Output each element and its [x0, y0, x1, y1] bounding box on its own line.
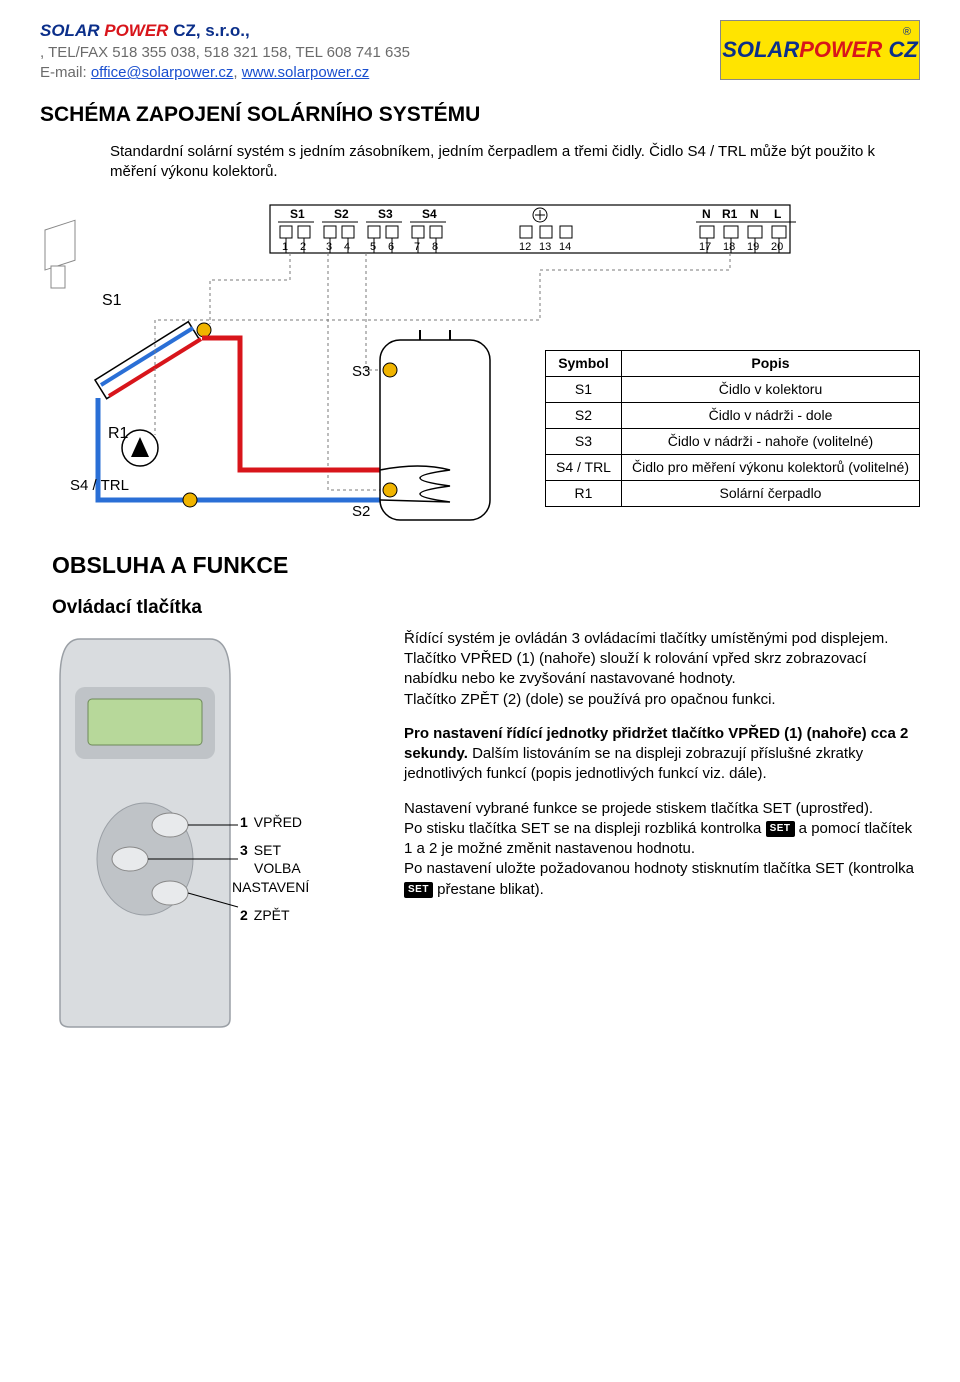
btn1-num: 1 [240, 813, 248, 831]
svg-text:3: 3 [326, 241, 332, 253]
logo-cz: CZ [882, 37, 917, 62]
table-cell: S2 [545, 403, 621, 429]
table-cell: Čidlo pro měření výkonu kolektorů (volit… [621, 454, 919, 480]
web-sep: , [233, 64, 241, 81]
obsluha-title: OBSLUHA A FUNKCE [52, 550, 920, 581]
set-glyph-1: SET [766, 821, 795, 837]
company-comma: , [245, 21, 250, 40]
desc-p7b: přestane blikat). [433, 881, 544, 898]
button-labels: 1 VPŘED 3 SET VOLBA NASTAVENÍ 2 ZPĚT [240, 813, 309, 934]
company-power: POWER [104, 21, 168, 40]
btn3-num: 3 [240, 841, 248, 859]
svg-text:S2: S2 [334, 207, 349, 221]
controls-row: 1 VPŘED 3 SET VOLBA NASTAVENÍ 2 ZPĚT Říd… [40, 629, 920, 1029]
btn2-num: 2 [240, 906, 248, 924]
table-cell: S4 / TRL [545, 454, 621, 480]
contact-tel: , TEL/FAX 518 355 038, 518 321 158, TEL … [40, 43, 410, 63]
device-column: 1 VPŘED 3 SET VOLBA NASTAVENÍ 2 ZPĚT [40, 629, 380, 1029]
btn3-l2: VOLBA [254, 859, 309, 877]
svg-text:20: 20 [771, 241, 783, 253]
desc-p5: Nastavení vybrané funkce se projede stis… [404, 800, 873, 817]
table-cell: Čidlo v nádrži - nahoře (volitelné) [621, 428, 919, 454]
company-name: SOLAR POWER CZ, s.r.o., [40, 20, 410, 43]
company-solar: SOLAR [40, 21, 100, 40]
svg-text:S3: S3 [378, 207, 393, 221]
svg-text:5: 5 [370, 241, 376, 253]
svg-text:S4: S4 [422, 207, 437, 221]
th-popis: Popis [621, 351, 919, 377]
btn3-l1: SET [254, 841, 281, 859]
svg-text:N: N [750, 207, 759, 221]
page-header: SOLAR POWER CZ, s.r.o., , TEL/FAX 518 35… [40, 20, 920, 83]
company-block: SOLAR POWER CZ, s.r.o., , TEL/FAX 518 35… [40, 20, 410, 83]
email-label: E-mail: [40, 64, 91, 81]
svg-text:6: 6 [388, 241, 394, 253]
svg-text:1: 1 [282, 241, 288, 253]
email-link[interactable]: office@solarpower.cz [91, 64, 234, 81]
svg-text:R1: R1 [108, 425, 129, 442]
table-cell: Čidlo v nádrži - dole [621, 403, 919, 429]
desc-p4b: Dalším listováním se na displeji zobrazu… [404, 745, 863, 782]
logo-text: SOLARPOWER CZ [722, 35, 918, 65]
table-cell: Čidlo v kolektoru [621, 377, 919, 403]
desc-p7a: Po nastavení uložte požadovanou hodnoty … [404, 860, 914, 877]
svg-text:13: 13 [539, 241, 551, 253]
svg-text:8: 8 [432, 241, 438, 253]
ovladaci-title: Ovládací tlačítka [52, 595, 920, 621]
description-column: Řídící systém je ovládán 3 ovládacími tl… [404, 629, 920, 914]
table-cell: S3 [545, 428, 621, 454]
logo-solar: SOLAR [722, 37, 799, 62]
wiring-diagram: S1 12 S2 34 S3 56 S4 78 12 13 14 N 17 R1 18 N 19 L 20 S1 [40, 200, 920, 530]
company-rest: CZ, s.r.o. [168, 21, 245, 40]
desc-p1: Řídící systém je ovládán 3 ovládacími tl… [404, 630, 888, 647]
s1-label: S1 [102, 292, 122, 309]
svg-text:2: 2 [300, 241, 306, 253]
logo-reg: ® [903, 25, 911, 40]
logo-badge: ® SOLARPOWER CZ [720, 20, 920, 80]
svg-text:R1: R1 [722, 207, 738, 221]
table-cell: Solární čerpadlo [621, 480, 919, 506]
svg-text:S4 / TRL: S4 / TRL [70, 477, 129, 494]
desc-p6a: Po stisku tlačítka SET se na displeji ro… [404, 820, 766, 837]
svg-text:S1: S1 [290, 207, 305, 221]
btn2-label: ZPĚT [254, 906, 290, 924]
desc-p3: Tlačítko ZPĚT (2) (dole) se používá pro … [404, 691, 776, 708]
btn1-label: VPŘED [254, 813, 302, 831]
table-cell: R1 [545, 480, 621, 506]
svg-text:4: 4 [344, 241, 350, 253]
svg-text:L: L [774, 207, 781, 221]
svg-text:N: N [702, 207, 711, 221]
svg-text:18: 18 [723, 241, 735, 253]
btn3-l3: NASTAVENÍ [232, 878, 309, 896]
symbol-table: Symbol Popis S1Čidlo v kolektoruS2Čidlo … [545, 350, 920, 506]
svg-text:S3: S3 [352, 363, 370, 380]
svg-text:14: 14 [559, 241, 571, 253]
svg-text:17: 17 [699, 241, 711, 253]
set-glyph-2: SET [404, 882, 433, 898]
svg-text:12: 12 [519, 241, 531, 253]
intro-text: Standardní solární systém s jedním zásob… [110, 142, 920, 183]
device-svg [40, 629, 380, 1029]
contact-email-line: E-mail: office@solarpower.cz, www.solarp… [40, 63, 410, 83]
web-link[interactable]: www.solarpower.cz [242, 64, 370, 81]
svg-text:7: 7 [414, 241, 420, 253]
logo-power: POWER [799, 37, 882, 62]
table-cell: S1 [545, 377, 621, 403]
svg-text:19: 19 [747, 241, 759, 253]
svg-text:S2: S2 [352, 503, 370, 520]
desc-p2: Tlačítko VPŘED (1) (nahoře) slouží k rol… [404, 650, 867, 687]
th-symbol: Symbol [545, 351, 621, 377]
section-title: SCHÉMA ZAPOJENÍ SOLÁRNÍHO SYSTÉMU [40, 101, 920, 129]
